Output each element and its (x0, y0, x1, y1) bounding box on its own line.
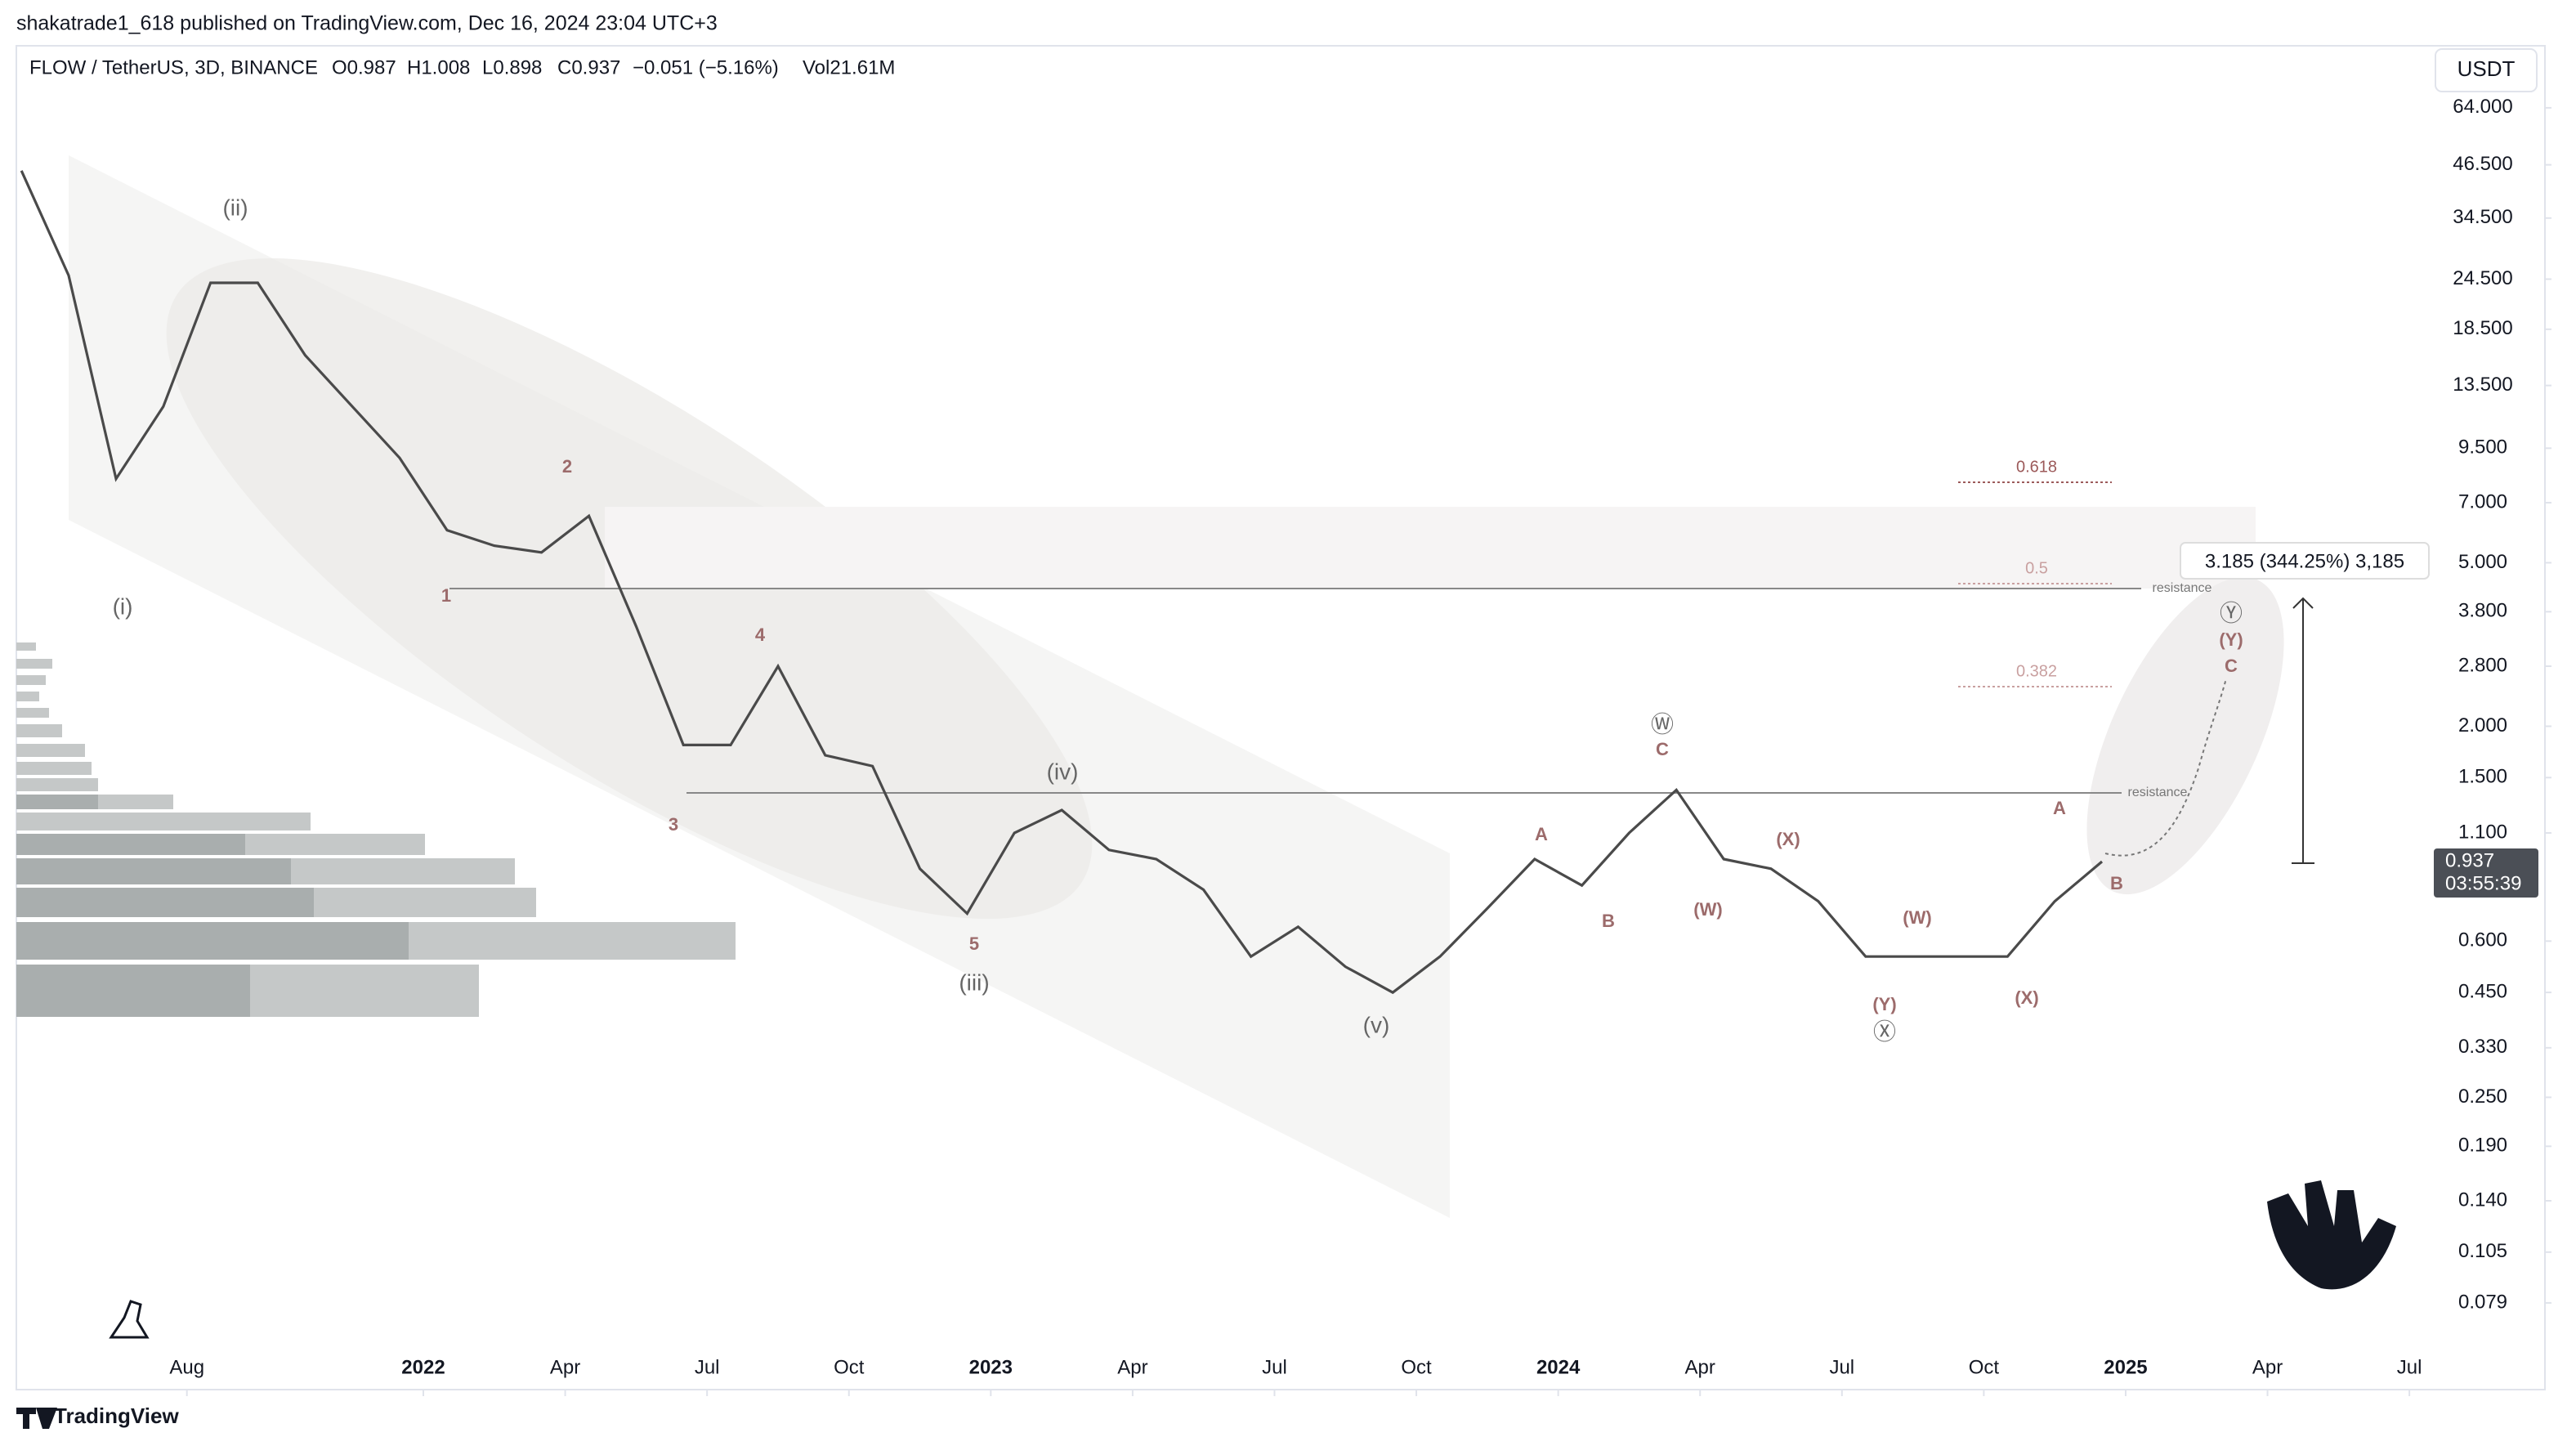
y-tick-label: 34.500 (2453, 206, 2512, 228)
x-tick-label: Jul (695, 1356, 720, 1378)
wave-label: A (2053, 798, 2066, 818)
y-tick-label: 2.800 (2458, 654, 2507, 676)
wave-label: (v) (1363, 1012, 1390, 1037)
volume-profile-dark (16, 795, 409, 1017)
x-tick-label: Apr (2252, 1356, 2283, 1378)
fib-label: 0.5 (2025, 559, 2048, 577)
y-tick-label: 3.800 (2458, 600, 2507, 622)
fib-label: 0.618 (2016, 458, 2057, 476)
x-tick-label: Jul (1829, 1356, 1854, 1378)
brand: TradingView (54, 1404, 179, 1428)
x-tick-label: Oct (834, 1356, 865, 1378)
x-tick-label: Aug (169, 1356, 204, 1378)
y-tick-label: 24.500 (2453, 267, 2512, 289)
y-tick-label: 2.000 (2458, 714, 2507, 736)
y-tick-label: 46.500 (2453, 153, 2512, 175)
measure-arrow (2292, 597, 2314, 609)
x-tick-label: 2025 (2104, 1356, 2147, 1378)
wave-label: Ⓧ (1873, 1019, 1896, 1044)
y-tick-label: 1.500 (2458, 766, 2507, 788)
last-price: 0.937 (2445, 849, 2494, 871)
legend-item: L0.898 (482, 56, 542, 78)
wave-label: 3 (669, 814, 678, 835)
x-tick-label: Jul (2397, 1356, 2422, 1378)
y-tick-label: 9.500 (2458, 437, 2507, 459)
target-ellipse (2086, 576, 2284, 895)
wave-label: (W) (1693, 899, 1722, 920)
wave-label: A (1535, 824, 1548, 844)
x-tick-label: 2022 (401, 1356, 445, 1378)
wave-label: (Y) (2219, 629, 2243, 650)
y-tick-label: 0.450 (2458, 980, 2507, 1002)
dino-icon[interactable] (109, 1300, 150, 1339)
wave-label: (X) (2015, 987, 2038, 1008)
wave-label: B (1602, 911, 1615, 931)
x-tick-label: Jul (1262, 1356, 1287, 1378)
wave-label: Ⓨ (2220, 600, 2243, 625)
y-tick-label: 7.000 (2458, 490, 2507, 513)
legend-item: −0.051 (−5.16%) (633, 56, 779, 78)
wave-label: C (2225, 656, 2238, 676)
wave-label: 2 (562, 456, 572, 477)
x-tick-label: 2024 (1536, 1356, 1581, 1378)
wave-label: (iii) (959, 969, 989, 995)
countdown: 03:55:39 (2445, 872, 2521, 894)
wave-label: Ⓦ (1651, 711, 1674, 736)
y-tick-label: 64.000 (2453, 96, 2512, 118)
wave-label: (iv) (1047, 759, 1079, 784)
wave-label: B (2110, 873, 2123, 893)
x-tick-label: Oct (1969, 1356, 2000, 1378)
wave-label: 5 (969, 933, 979, 954)
measure-box (2180, 542, 2430, 580)
y-tick-label: 13.500 (2453, 374, 2512, 396)
x-tick-label: Apr (1685, 1356, 1715, 1378)
wave-label: (W) (1903, 907, 1931, 928)
watermark (2267, 1180, 2396, 1290)
wave-label: (Y) (1872, 994, 1896, 1014)
wave-label: (ii) (222, 195, 248, 220)
x-tick-label: Oct (1401, 1356, 1432, 1378)
wave-label: 1 (441, 585, 451, 606)
legend: O0.987 H1.008 L0.898 C0.937 −0.051 (−5.16%) V… (332, 56, 895, 78)
zone (605, 507, 2256, 589)
resistance-label: resistance (2153, 581, 2212, 595)
fib-label: 0.382 (2016, 662, 2057, 680)
legend-item: O0.987 (332, 56, 396, 78)
wave-label: (X) (1776, 829, 1800, 849)
y-tick-label: 1.100 (2458, 821, 2507, 843)
legend-item: Vol21.61M (803, 56, 895, 78)
resistance-label: resistance (2128, 786, 2188, 799)
legend-item: C0.937 (557, 56, 620, 78)
x-tick-label: 2023 (969, 1356, 1013, 1378)
currency[interactable]: USDT (2457, 56, 2516, 81)
x-tick-label: Apr (1117, 1356, 1147, 1378)
wave-label: (i) (113, 593, 133, 619)
price-tag (2434, 848, 2538, 898)
currency-box[interactable] (2435, 48, 2538, 92)
y-tick-label: 0.600 (2458, 929, 2507, 951)
y-tick-label: 18.500 (2453, 317, 2512, 339)
x-tick-label: Apr (550, 1356, 580, 1378)
y-tick-label: 0.140 (2458, 1189, 2507, 1211)
wave-label: 4 (755, 625, 766, 645)
y-tick-label: 0.330 (2458, 1036, 2507, 1058)
y-tick-label: 0.079 (2458, 1291, 2507, 1313)
header: shakatrade1_618 published on TradingView… (16, 12, 718, 35)
brand-logo (16, 1408, 57, 1429)
price-line (20, 170, 2104, 995)
y-tick-label: 0.250 (2458, 1086, 2507, 1108)
legend-item: H1.008 (407, 56, 470, 78)
wave-label: C (1656, 739, 1669, 759)
measure-label: 3.185 (344.25%) 3,185 (2205, 550, 2404, 572)
y-tick-label: 5.000 (2458, 551, 2507, 573)
symbol: FLOW / TetherUS, 3D, BINANCE (29, 56, 318, 78)
y-tick-label: 0.190 (2458, 1135, 2507, 1157)
y-tick-label: 0.105 (2458, 1240, 2507, 1262)
